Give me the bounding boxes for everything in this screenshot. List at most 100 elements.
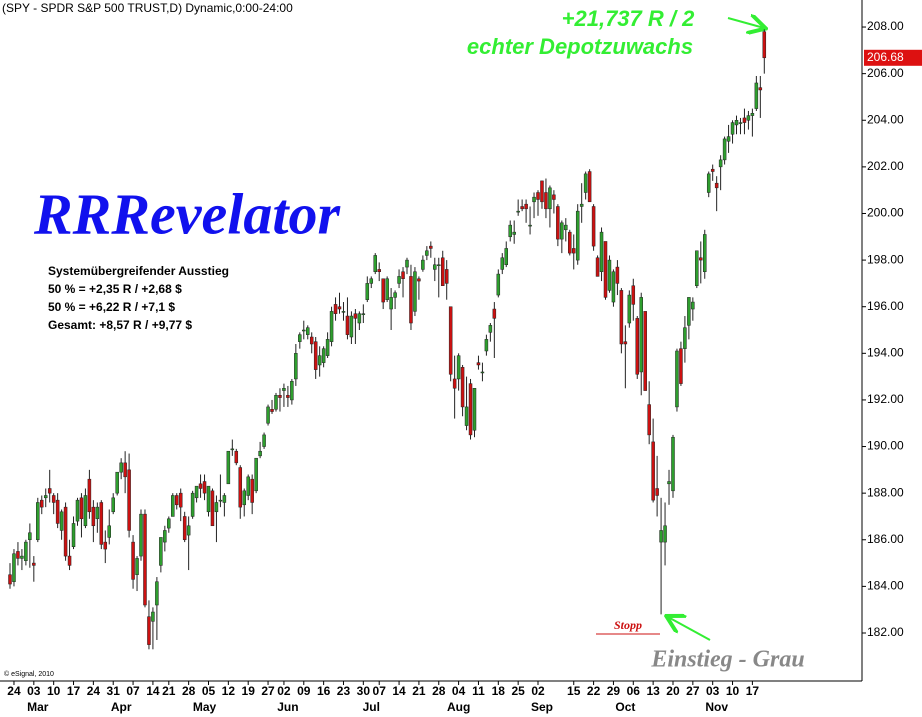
candle-body [107,525,111,538]
candle-body [278,395,282,398]
candle-body [464,406,469,426]
candle-body [512,231,516,235]
x-tick-label: 24 [87,684,101,698]
x-tick-label: 17 [67,684,81,698]
candle-body [333,304,338,314]
candle-body [568,231,572,254]
candle-body [746,115,751,121]
candle-body [397,276,401,284]
candle-body [202,481,207,494]
candle-body [579,203,584,207]
stop-label: Stopp [614,618,642,632]
info-line: Gesamt: +8,57 R / +9,77 $ [48,318,192,332]
month-label: Sep [531,700,553,714]
candle-body [234,450,239,464]
candle-body [349,315,354,338]
candle-body [734,120,739,126]
candle-body [714,182,719,189]
candle-body [32,562,36,566]
candle-body [361,313,366,315]
candle-body [329,311,334,342]
month-label: Jun [277,700,298,714]
candle-body [91,506,96,527]
y-tick-label: 182.00 [867,625,904,639]
candle-body [127,469,131,531]
candle-body [683,327,687,349]
candle-body [405,259,409,268]
candle-body [444,269,449,284]
candle-body [548,187,552,210]
candle-body [679,348,683,384]
candle-body [409,276,413,324]
arrow [668,617,711,641]
candle-body [87,478,92,513]
candle-body [671,436,675,492]
x-tick-label: 13 [646,684,660,698]
candle-body [742,117,747,123]
x-tick-label: 07 [126,684,140,698]
candle-body [560,222,564,240]
x-tick-label: 29 [607,684,621,698]
candle-body [480,371,485,374]
candle-body [365,283,370,300]
y-tick-label: 194.00 [867,345,904,359]
candle-body [536,192,540,200]
candle-body [294,353,298,380]
candle-body [167,518,171,529]
candle-body [51,495,56,503]
candle-body [178,492,183,508]
candle-body [353,313,358,319]
candle-body [28,532,32,541]
candle-body [83,495,88,527]
x-tick-label: 05 [202,684,216,698]
y-tick-label: 196.00 [867,299,904,313]
x-tick-label: 14 [392,684,406,698]
candle-body [155,581,159,606]
x-tick-label: 23 [337,684,351,698]
candle-body [40,499,44,508]
candle-body [147,616,151,645]
candle-body [639,297,643,373]
candle-body [210,490,215,527]
candle-body [591,206,596,247]
candle-body [583,173,588,193]
candle-body [242,490,246,506]
candle-body [448,306,453,375]
price-tag-label: 206.68 [867,50,904,64]
candle-body [611,271,616,303]
x-tick-label: 03 [27,684,41,698]
x-tick-label: 25 [511,684,525,698]
candle-body [564,224,568,231]
candle-body [635,318,640,375]
month-label: Aug [447,700,470,714]
x-tick-label: 21 [162,684,176,698]
x-tick-label: 27 [261,684,275,698]
candle-body [540,180,544,203]
candle-body [16,551,20,559]
candle-body [687,297,691,326]
info-line: Systemübergreifender Ausstieg [48,264,229,278]
y-tick-label: 200.00 [867,206,904,220]
x-tick-label: 06 [627,684,641,698]
y-tick-label: 198.00 [867,252,904,266]
x-tick-label: 30 [357,684,371,698]
candle-body [587,171,592,203]
candle-body [571,248,576,254]
x-tick-label: 27 [686,684,700,698]
candle-body [246,476,250,496]
candle-body [218,499,223,502]
candle-body [95,506,100,520]
candle-body [500,257,505,270]
x-tick-label: 07 [373,684,387,698]
candle-body [206,485,211,513]
candle-body [425,250,429,256]
candle-body [556,206,560,240]
chart-title: (SPY - SPDR S&P 500 TRUST,D) Dynamic,0:0… [2,1,293,15]
candle-body [413,271,417,312]
candle-body [286,395,290,398]
x-tick-label: 24 [7,684,21,698]
candle-body [607,259,612,291]
candle-body [250,478,254,503]
candle-body [369,278,374,284]
